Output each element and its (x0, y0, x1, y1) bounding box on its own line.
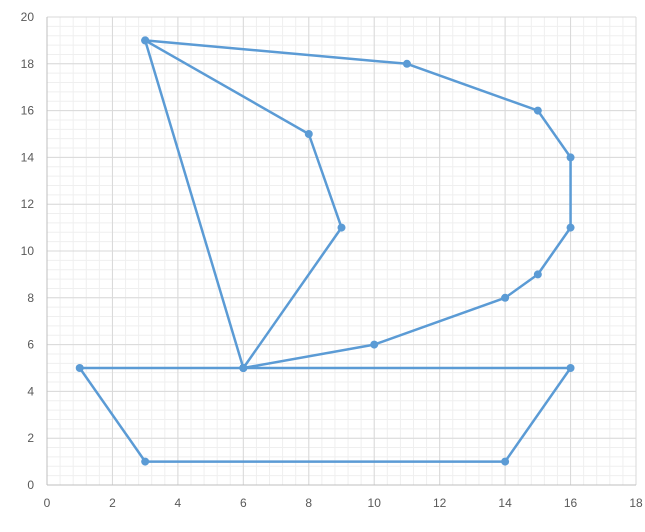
tick-labels: 0 2 4 6 8 10 12 14 16 18 0 2 4 6 8 10 12 14 16 18 20 (21, 10, 643, 510)
y-tick-label: 2 (27, 431, 34, 445)
y-tick-label: 10 (21, 244, 35, 258)
y-tick-label: 8 (27, 291, 34, 305)
data-point (533, 270, 542, 279)
series-line (78, 39, 572, 463)
data-point (566, 153, 575, 162)
data-point (75, 364, 84, 372)
series-layer (75, 36, 575, 466)
data-point (141, 457, 150, 466)
y-tick-label: 16 (21, 104, 35, 118)
y-tick-label: 0 (27, 478, 34, 492)
x-tick-label: 2 (109, 496, 116, 510)
y-tick-label: 6 (27, 338, 34, 352)
data-point (566, 364, 575, 372)
data-point (337, 223, 346, 232)
axes (46, 17, 636, 486)
data-point (402, 59, 411, 68)
data-point (533, 106, 542, 115)
y-tick-label: 18 (21, 57, 35, 71)
y-tick-label: 14 (21, 150, 35, 164)
data-point (370, 340, 379, 349)
y-tick-label: 20 (21, 10, 35, 24)
data-point (566, 223, 575, 232)
data-point (141, 36, 150, 45)
x-tick-label: 18 (629, 496, 643, 510)
major-grid (46, 16, 637, 486)
x-tick-label: 14 (498, 496, 512, 510)
x-tick-label: 6 (240, 496, 247, 510)
x-tick-label: 10 (368, 496, 382, 510)
x-tick-label: 4 (175, 496, 182, 510)
x-tick-label: 16 (564, 496, 578, 510)
y-tick-label: 4 (27, 384, 34, 398)
x-tick-label: 0 (44, 496, 51, 510)
x-tick-label: 12 (433, 496, 447, 510)
data-point (501, 293, 510, 302)
data-point (304, 130, 313, 138)
data-point (501, 457, 510, 466)
y-tick-label: 12 (21, 197, 35, 211)
data-point (239, 364, 248, 372)
x-tick-label: 8 (305, 496, 312, 510)
